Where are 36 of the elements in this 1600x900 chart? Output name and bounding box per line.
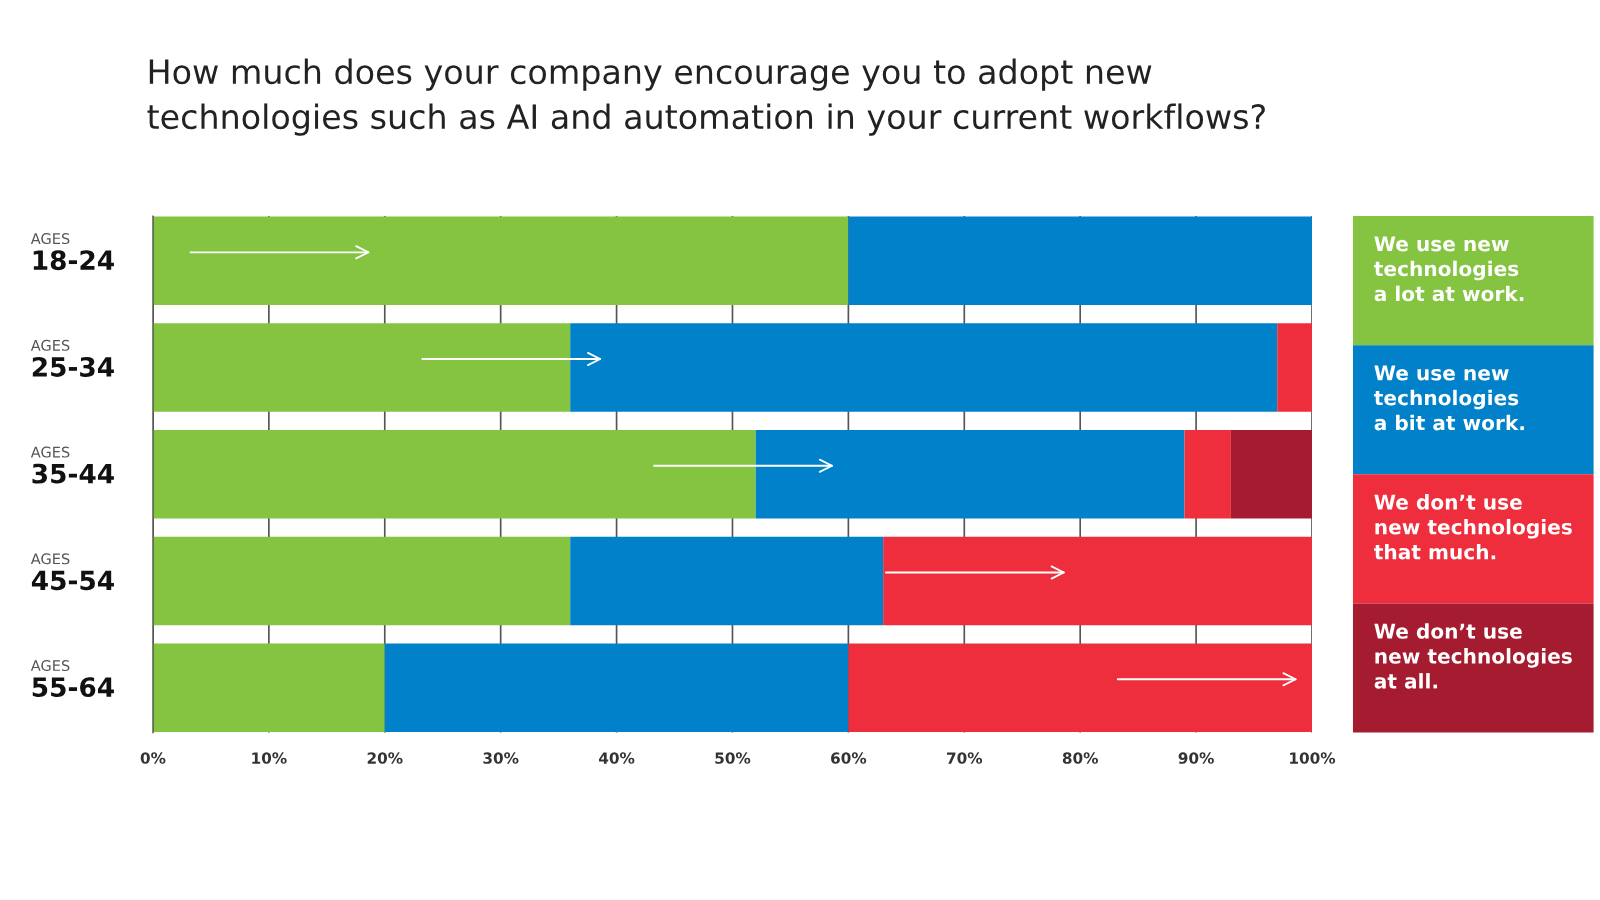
y-tick-label: AGES 35-44 <box>30 446 114 484</box>
bar <box>1184 430 1231 519</box>
x-tick-label: 80% <box>1062 752 1098 764</box>
x-tick-label: 10% <box>252 752 287 764</box>
x-tick-label: 40% <box>598 752 635 764</box>
bar <box>152 643 385 733</box>
bar <box>848 643 1312 733</box>
bar <box>755 430 1185 519</box>
y-tick-label: AGES 45-54 <box>30 553 114 591</box>
text: We use new technologies a lot at work. <box>1374 236 1524 302</box>
bar <box>152 216 849 306</box>
x-tick-label: 30% <box>483 752 519 764</box>
x-tick-label: 90% <box>1178 752 1214 764</box>
x-tick-label: 60% <box>831 752 867 764</box>
bar <box>883 536 1312 626</box>
bar <box>570 323 1278 412</box>
y-tick-label: AGES 55-64 <box>30 660 114 698</box>
text: We use new technologies a bit at work. <box>1374 365 1524 431</box>
y-tick-label: AGES 25-34 <box>30 339 114 377</box>
x-tick-label: 70% <box>947 752 983 764</box>
text: We don’t use new technologies that much. <box>1374 494 1572 560</box>
x-tick-label: 20% <box>367 752 403 764</box>
bar <box>848 216 1312 306</box>
bar <box>152 323 571 412</box>
x-tick-label: 0% <box>140 752 166 764</box>
chart-title: How much does your company encourage you to adopt new technologies such as AI and automation in your current workflows? <box>147 58 1265 136</box>
bar <box>1230 430 1312 519</box>
bar <box>1277 323 1312 412</box>
text: We don’t use new technologies at all. <box>1374 623 1572 689</box>
bar <box>570 536 884 626</box>
x-tick-label: 50% <box>715 752 751 764</box>
y-tick-label: AGES 18-24 <box>30 233 114 271</box>
bar <box>152 536 571 626</box>
bar <box>152 430 756 519</box>
bar <box>384 643 849 733</box>
x-tick-label: 100% <box>1290 752 1336 764</box>
